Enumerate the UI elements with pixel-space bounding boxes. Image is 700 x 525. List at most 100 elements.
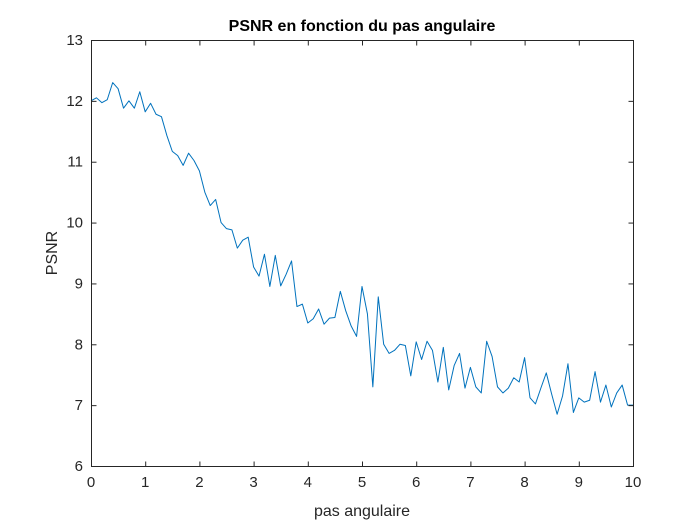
data-point xyxy=(513,377,514,378)
data-point xyxy=(248,237,249,238)
data-point xyxy=(199,170,200,171)
y-axis-label: PSNR xyxy=(44,231,61,275)
data-point xyxy=(150,103,151,104)
data-point xyxy=(253,266,254,267)
data-point xyxy=(128,100,129,101)
data-point xyxy=(188,153,189,154)
data-point xyxy=(481,392,482,393)
data-point xyxy=(405,345,406,346)
data-point xyxy=(540,388,541,389)
data-point xyxy=(291,260,292,261)
data-point xyxy=(123,108,124,109)
data-point xyxy=(426,341,427,342)
x-tick-label: 4 xyxy=(304,474,312,491)
data-point xyxy=(454,365,455,366)
data-point xyxy=(275,255,276,256)
data-point xyxy=(118,88,119,89)
y-tick-label: 11 xyxy=(67,154,83,171)
data-point xyxy=(96,97,97,98)
data-point xyxy=(183,165,184,166)
data-point xyxy=(323,324,324,325)
data-point xyxy=(372,386,373,387)
data-point xyxy=(286,274,287,275)
data-point xyxy=(416,341,417,342)
data-point xyxy=(399,344,400,345)
data-point xyxy=(562,395,563,396)
x-tick-label: 3 xyxy=(249,474,257,491)
data-point xyxy=(101,102,102,103)
data-point xyxy=(302,304,303,305)
data-point xyxy=(177,155,178,156)
x-tick-label: 0 xyxy=(87,474,95,491)
data-point xyxy=(611,406,612,407)
data-point xyxy=(491,356,492,357)
data-point xyxy=(334,317,335,318)
data-point xyxy=(616,392,617,393)
data-point xyxy=(237,248,238,249)
data-point xyxy=(258,276,259,277)
data-point xyxy=(112,82,113,83)
plot-background xyxy=(91,40,633,466)
data-point xyxy=(318,308,319,309)
data-point xyxy=(361,286,362,287)
data-point xyxy=(600,402,601,403)
data-point xyxy=(594,371,595,372)
data-point xyxy=(356,336,357,337)
data-point xyxy=(551,394,552,395)
data-point xyxy=(529,397,530,398)
data-point xyxy=(172,151,173,152)
data-point xyxy=(502,392,503,393)
x-tick-label: 10 xyxy=(625,474,642,491)
data-point xyxy=(226,228,227,229)
data-point xyxy=(139,91,140,92)
data-point xyxy=(107,99,108,100)
chart-title: PSNR en fonction du pas angulaire xyxy=(229,18,496,35)
data-point xyxy=(410,375,411,376)
data-point xyxy=(383,344,384,345)
data-point xyxy=(567,363,568,364)
data-point xyxy=(367,313,368,314)
data-point xyxy=(389,353,390,354)
x-tick-label: 7 xyxy=(466,474,474,491)
data-point xyxy=(578,397,579,398)
data-point xyxy=(155,114,156,115)
data-point xyxy=(242,240,243,241)
y-tick-label: 10 xyxy=(66,215,83,232)
data-point xyxy=(589,400,590,401)
data-point xyxy=(437,381,438,382)
x-tick-label: 5 xyxy=(358,474,366,491)
series-layer xyxy=(90,82,633,415)
x-tick-label: 2 xyxy=(195,474,203,491)
data-point xyxy=(432,350,433,351)
data-point xyxy=(280,285,281,286)
data-point xyxy=(307,322,308,323)
data-point xyxy=(448,389,449,390)
data-point xyxy=(145,111,146,112)
data-point xyxy=(345,310,346,311)
x-tick-label: 6 xyxy=(412,474,420,491)
y-tick-label: 13 xyxy=(66,32,83,49)
data-point xyxy=(210,205,211,206)
data-point xyxy=(166,135,167,136)
data-point xyxy=(193,160,194,161)
x-tick-label: 9 xyxy=(575,474,583,491)
data-point xyxy=(605,384,606,385)
data-point xyxy=(459,353,460,354)
data-point xyxy=(313,318,314,319)
data-point xyxy=(573,412,574,413)
data-point xyxy=(161,116,162,117)
data-point xyxy=(627,405,628,406)
y-tick-label: 7 xyxy=(75,397,83,414)
data-point xyxy=(584,402,585,403)
data-point xyxy=(557,414,558,415)
data-point xyxy=(475,386,476,387)
y-tick-label: 8 xyxy=(75,336,83,353)
data-point xyxy=(546,372,547,373)
data-point xyxy=(204,192,205,193)
series-line xyxy=(90,82,633,415)
data-point xyxy=(508,388,509,389)
data-point xyxy=(443,347,444,348)
data-point xyxy=(622,384,623,385)
